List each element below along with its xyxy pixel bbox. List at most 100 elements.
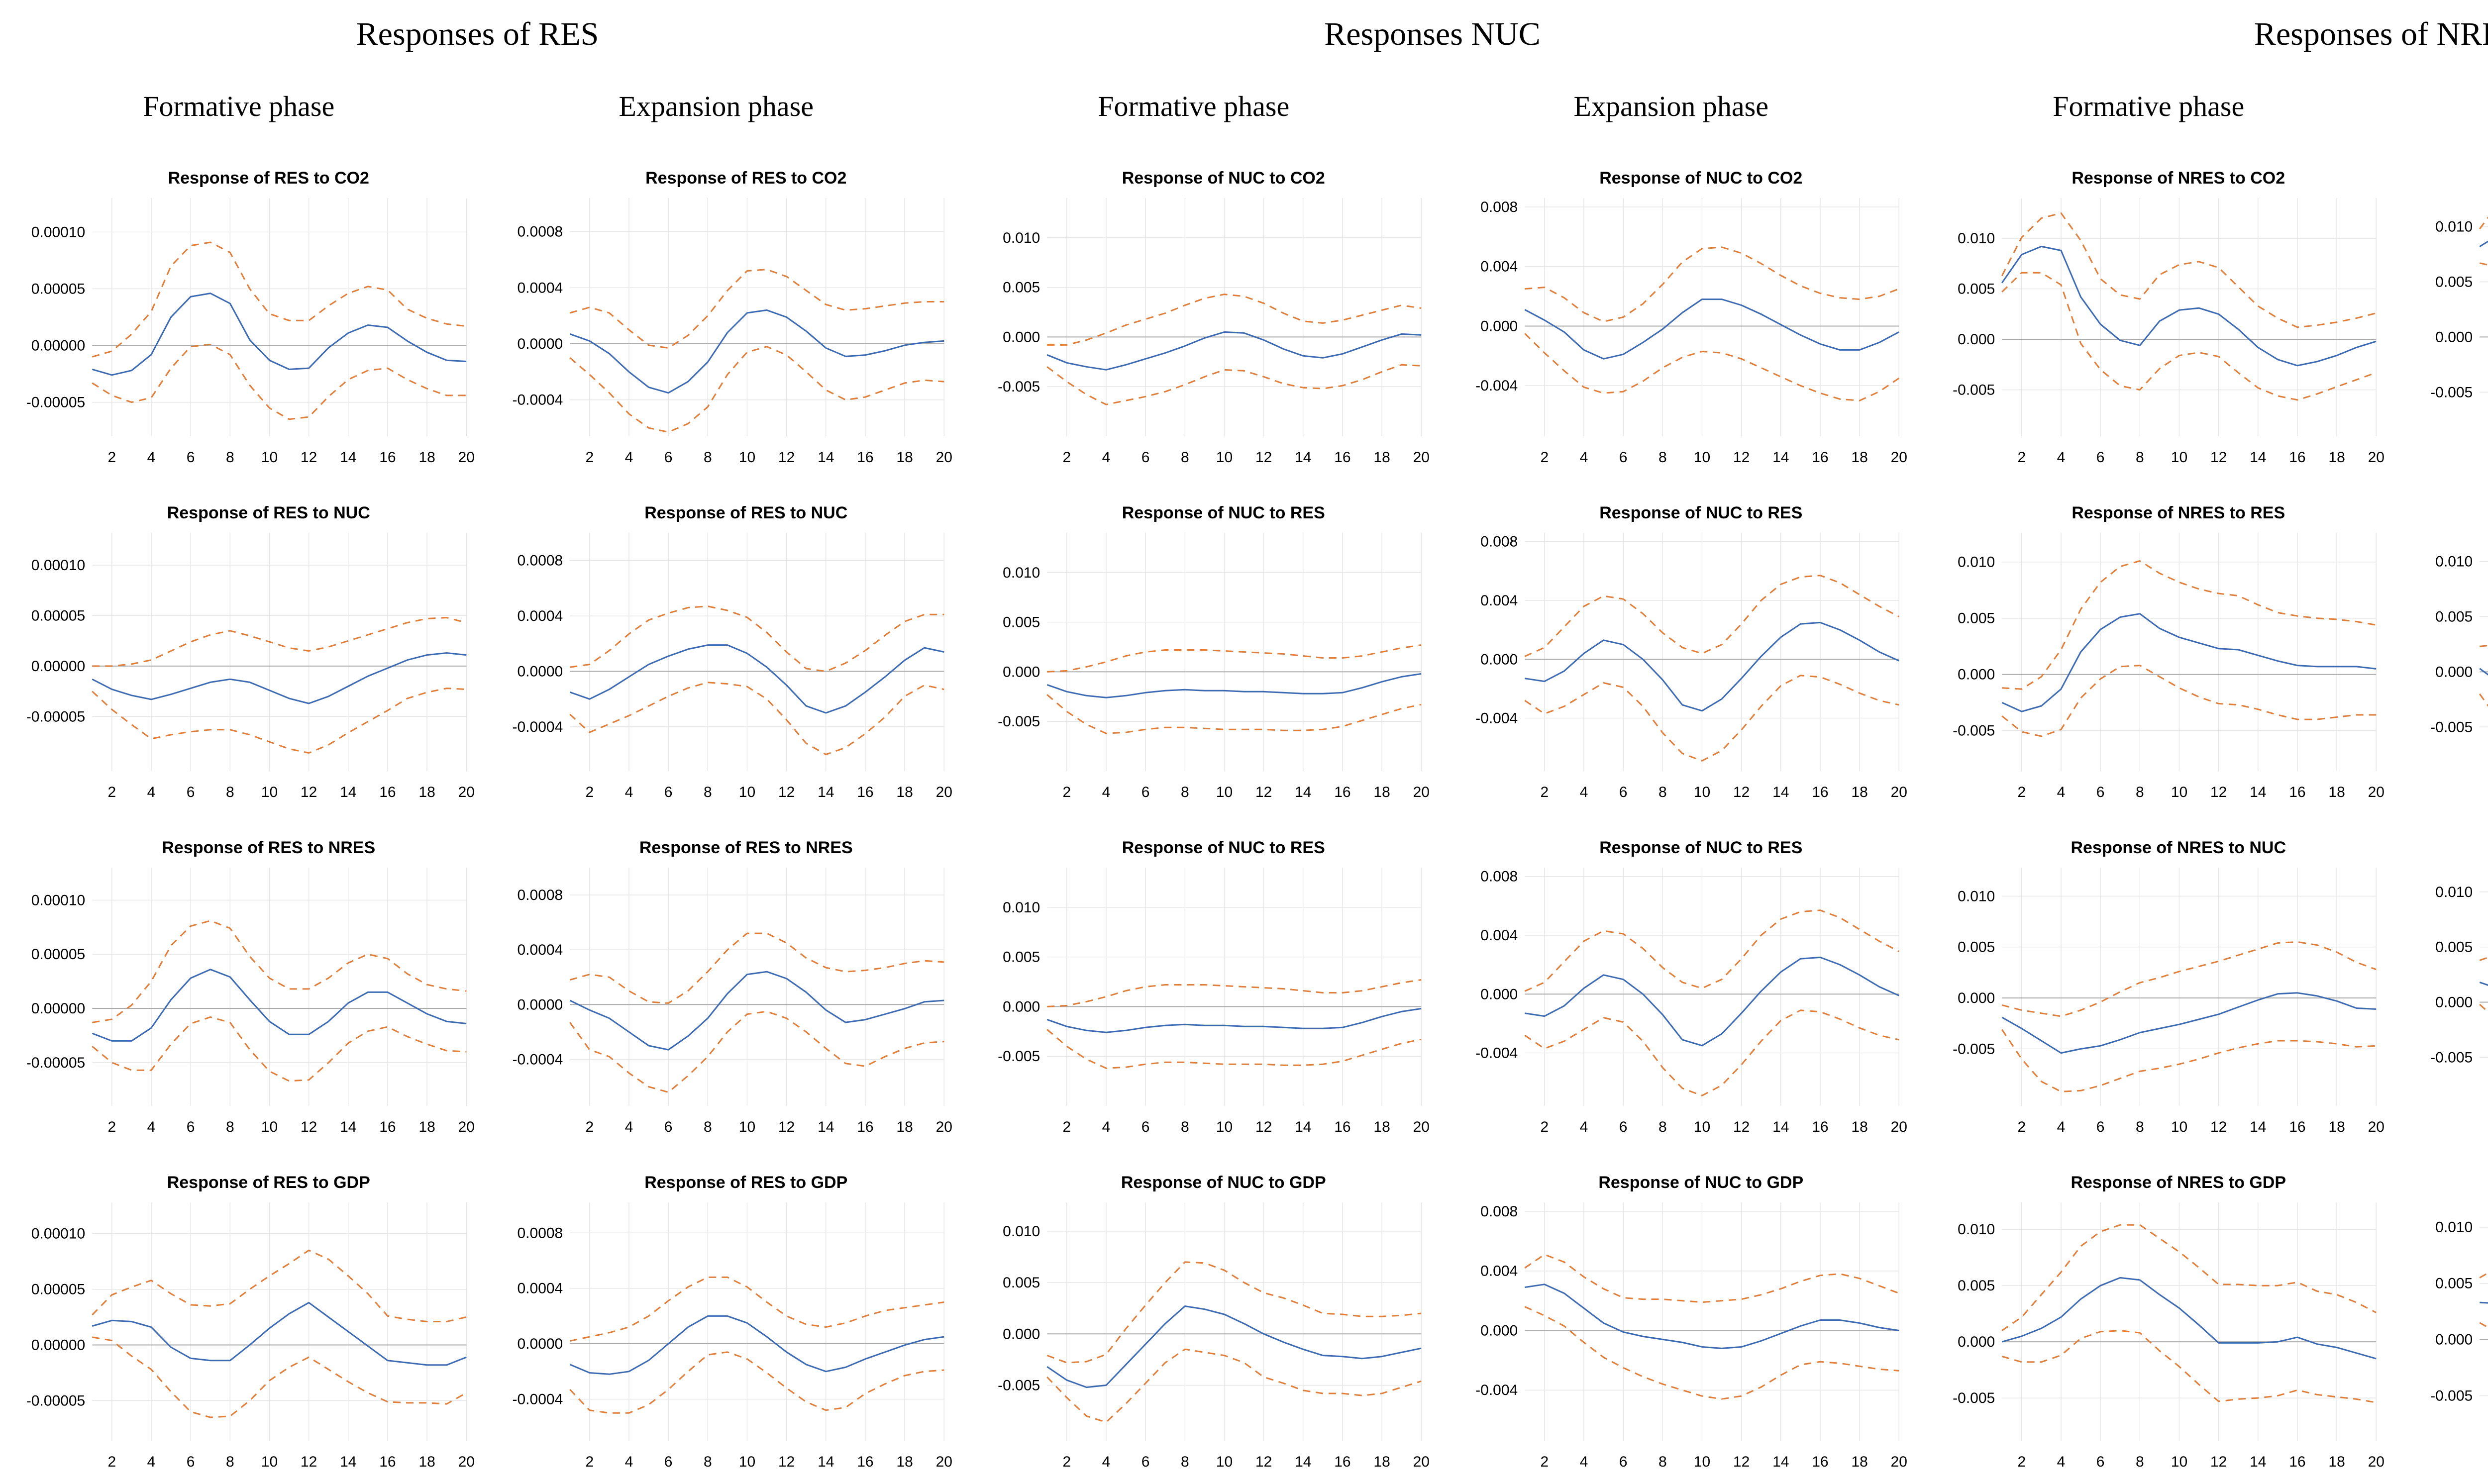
y-tick-label: 0.010 xyxy=(1958,554,1995,571)
x-tick-label: 12 xyxy=(778,1454,794,1470)
chart-cell: Response of NRES to CO2 0.010 0.005 0.000 -0… xyxy=(1910,143,2387,478)
x-tick-label: 18 xyxy=(1851,449,1867,466)
x-tick-label: 18 xyxy=(1373,1119,1390,1135)
y-tick-label: -0.005 xyxy=(2430,719,2473,735)
x-tick-label: 10 xyxy=(738,449,755,466)
y-tick-label: 0.000 xyxy=(1003,329,1040,345)
lower-band-line xyxy=(1524,675,1899,762)
x-tick-label: 6 xyxy=(664,1119,672,1135)
x-tick-label: 18 xyxy=(1851,784,1867,800)
x-tick-label: 4 xyxy=(1102,1119,1111,1135)
lower-band-line xyxy=(2479,262,2488,266)
y-tick-label: 0.010 xyxy=(1958,230,1995,247)
upper-band-line xyxy=(92,1249,467,1322)
x-tick-label: 10 xyxy=(1216,1454,1233,1470)
chart-plot: 0.0008 0.0004 0.0000 -0.0004 2 4 6 8 10 12 14 16 18 2… xyxy=(512,198,952,466)
response-line xyxy=(2001,245,2377,367)
chart-plot: 0.008 0.004 0.000 -0.004 2 4 6 8 10 12 14 16 18 20 xyxy=(1475,868,1907,1135)
x-tick-label: 12 xyxy=(1255,1454,1272,1470)
y-tick-label: -0.005 xyxy=(2430,1388,2473,1404)
x-tick-label: 18 xyxy=(2328,1454,2345,1470)
chart-title: Response of NUC to GDP xyxy=(1121,1173,1326,1192)
response-line xyxy=(569,971,944,1051)
x-tick-label: 14 xyxy=(1772,1454,1789,1470)
lower-band-line xyxy=(2479,1322,2488,1329)
y-tick-label: 0.008 xyxy=(1480,869,1518,885)
x-tick-label: 20 xyxy=(1890,784,1907,800)
chart-title: Response of NRES to NUC xyxy=(2071,838,2286,857)
x-tick-label: 2 xyxy=(585,1119,594,1135)
response-line xyxy=(2001,992,2377,1054)
y-tick-label: -0.00005 xyxy=(26,708,85,725)
x-tick-label: 6 xyxy=(664,784,672,800)
chart-title: Response of NUC to RES xyxy=(1599,838,1803,857)
lower-band-line xyxy=(1524,333,1899,401)
response-line xyxy=(569,1315,944,1375)
y-tick-label: -0.005 xyxy=(2430,384,2473,400)
x-tick-label: 18 xyxy=(896,1454,913,1470)
x-tick-label: 16 xyxy=(1812,1119,1828,1135)
chart-cell: Response of NRES to NUC 0.010 0.005 0.000 -0… xyxy=(1910,813,2387,1148)
x-tick-label: 8 xyxy=(1181,784,1189,800)
y-tick-label: 0.008 xyxy=(1480,199,1518,215)
chart-cell: Response of NRES to RES 0.010 0.005 0.000 -0… xyxy=(1910,478,2387,813)
x-tick-label: 20 xyxy=(935,449,952,466)
x-tick-label: 8 xyxy=(2136,449,2144,466)
x-tick-label: 8 xyxy=(703,1119,712,1135)
y-tick-label: 0.005 xyxy=(2435,1276,2473,1292)
y-tick-label: 0.0008 xyxy=(517,1225,563,1241)
response-line xyxy=(569,309,944,394)
response-line xyxy=(2001,613,2377,712)
x-tick-label: 14 xyxy=(340,1119,356,1135)
x-tick-label: 4 xyxy=(2057,1119,2066,1135)
y-tick-label: 0.00000 xyxy=(31,658,85,675)
upper-band-line xyxy=(569,932,944,1004)
x-tick-label: 14 xyxy=(1295,784,1311,800)
y-tick-label: 0.000 xyxy=(2435,329,2473,345)
x-tick-label: 6 xyxy=(1141,1119,1150,1135)
chart-title: Response of NRES to NUC xyxy=(2387,837,2488,859)
x-tick-label: 16 xyxy=(379,1119,396,1135)
y-tick-label: 0.0000 xyxy=(517,663,563,680)
x-tick-label: 20 xyxy=(458,1454,475,1470)
x-tick-label: 18 xyxy=(896,784,913,800)
y-tick-label: 0.010 xyxy=(2435,219,2473,235)
x-tick-label: 6 xyxy=(1619,784,1627,800)
upper-band-line xyxy=(1524,575,1899,657)
lower-band-line xyxy=(2001,272,2377,401)
y-tick-label: 0.005 xyxy=(1958,1278,1995,1294)
chart-cell: Response of NRES to NUC 0.010 0.005 0.000 -0… xyxy=(2387,813,2488,1148)
y-tick-label: 0.005 xyxy=(1958,939,1995,956)
x-tick-label: 2 xyxy=(585,1454,594,1470)
y-tick-label: 0.010 xyxy=(1003,1223,1040,1240)
x-tick-label: 20 xyxy=(1413,1119,1430,1135)
x-tick-label: 12 xyxy=(778,1119,794,1135)
x-tick-label: 10 xyxy=(1693,1454,1710,1470)
x-tick-label: 14 xyxy=(1772,449,1789,466)
chart-plot: 0.00010 0.00005 0.00000 -0.00005 2 4 6 8 10 12 14 1… xyxy=(26,198,475,466)
response-line xyxy=(1046,1007,1422,1033)
chart-cell: Response of NUC to RES 0.010 0.005 0.000 -0.… xyxy=(955,813,1433,1148)
x-tick-label: 6 xyxy=(1619,1454,1627,1470)
x-tick-label: 8 xyxy=(226,449,234,466)
x-tick-label: 20 xyxy=(1890,1119,1907,1135)
y-tick-label: 0.005 xyxy=(1003,280,1040,296)
y-tick-label: 0.008 xyxy=(1480,534,1518,550)
chart-title: Response of RES to CO2 xyxy=(645,169,847,188)
chart-title: Response of NUC to GDP xyxy=(1598,1173,1804,1192)
x-tick-label: 12 xyxy=(778,784,794,800)
x-tick-label: 6 xyxy=(2096,449,2105,466)
chart-cell: Response of RES to GDP 0.0008 0.0004 0.0000… xyxy=(478,1148,955,1483)
x-tick-label: 16 xyxy=(1334,1454,1350,1470)
response-line xyxy=(92,1301,467,1366)
x-tick-label: 20 xyxy=(2368,784,2384,800)
chart-plot: 0.0008 0.0004 0.0000 -0.0004 2 4 6 8 10 12 14 16 18 2… xyxy=(512,1202,952,1470)
chart-cell: Response of NRES to RES 0.010 0.005 0.000 -0… xyxy=(2387,478,2488,813)
chart-cell: Response of RES to NRES 0.0008 0.0004 0.000… xyxy=(478,813,955,1148)
y-tick-label: 0.005 xyxy=(1958,610,1995,627)
y-tick-label: -0.004 xyxy=(1475,1382,1518,1398)
